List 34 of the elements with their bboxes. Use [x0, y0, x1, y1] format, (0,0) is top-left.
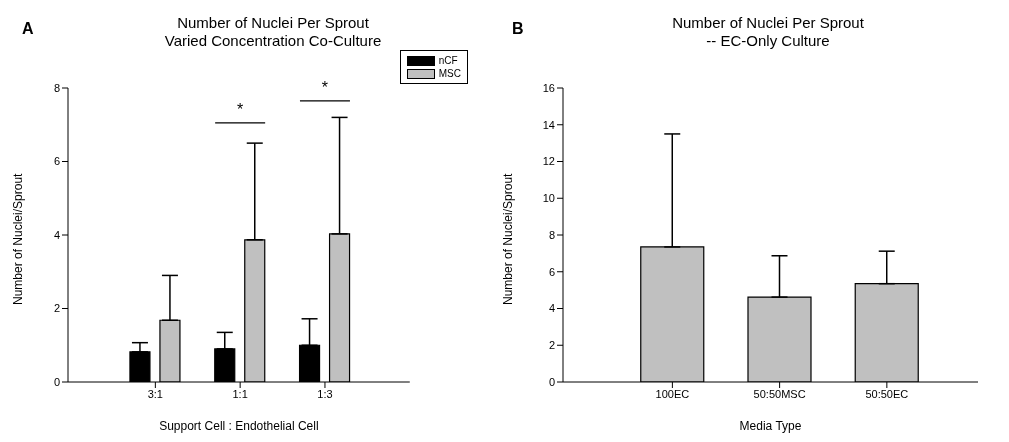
text: A — [22, 20, 34, 38]
x-tick-label: 50:50MSC — [753, 387, 806, 400]
y-axis-title: Number of Nuclei/Sprout — [501, 172, 516, 305]
chart-subtitle: -- EC-Only Culture — [705, 32, 831, 50]
x-tick-label: 1:3 — [317, 387, 333, 400]
y-tick-label: 8 — [53, 81, 60, 94]
y-tick-label: 14 — [542, 118, 555, 131]
y-tick-label: 0 — [53, 375, 60, 388]
legend-label: MSC — [438, 68, 461, 79]
y-tick-label: 2 — [548, 339, 555, 352]
y-tick-label: 4 — [548, 302, 555, 315]
x-tick-label: 3:1 — [147, 387, 163, 400]
y-tick-label: 2 — [53, 302, 60, 315]
y-tick-label: 6 — [53, 155, 60, 168]
chart-title: Number of Nuclei Per Sprout — [176, 14, 370, 32]
chart-subtitle: Varied Concentration Co-Culture — [163, 32, 383, 50]
y-axis-title: Number of Nuclei/Sprout — [11, 172, 26, 305]
text: B — [512, 20, 524, 38]
x-tick-label: 100EC — [655, 387, 690, 400]
x-axis-title: Media Type — [739, 419, 802, 433]
y-tick-label: 4 — [53, 228, 60, 241]
y-tick-label: 12 — [542, 155, 555, 168]
y-tick-label: 10 — [542, 192, 555, 205]
annotation: * — [321, 78, 329, 96]
y-tick-label: 6 — [548, 265, 555, 278]
annotation: * — [237, 100, 244, 118]
chart-title: Number of Nuclei Per Sprout — [671, 14, 865, 32]
x-axis-title: Support Cell : Endothelial Cell — [159, 419, 319, 433]
y-tick-label: 0 — [548, 375, 555, 388]
legend-label: nCF — [438, 55, 458, 66]
y-tick-label: 8 — [548, 228, 555, 241]
x-tick-label: 1:1 — [232, 387, 248, 400]
y-tick-label: 16 — [542, 81, 555, 94]
x-tick-label: 50:50EC — [865, 387, 909, 400]
